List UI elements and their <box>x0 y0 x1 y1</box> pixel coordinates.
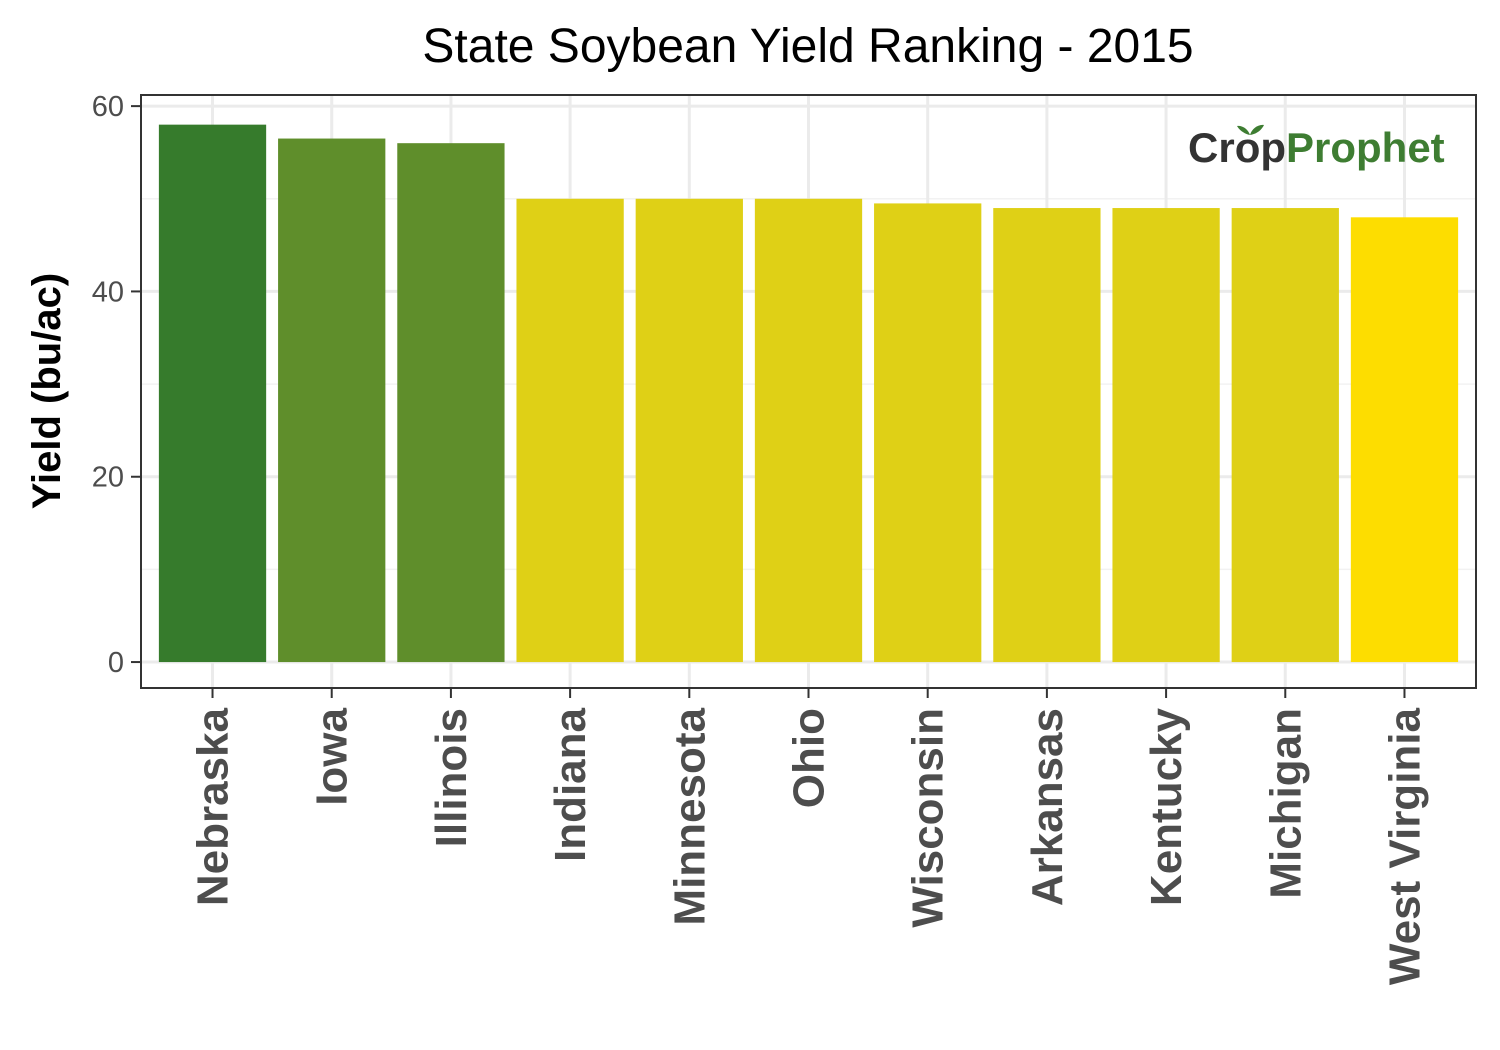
bar-michigan <box>1231 208 1339 663</box>
x-tick-label-indiana: Indiana <box>546 707 595 862</box>
x-tick-label-wisconsin: Wisconsin <box>904 708 953 928</box>
bar-illinois <box>397 143 505 663</box>
bar-minnesota <box>635 198 743 663</box>
chart-title: State Soybean Yield Ranking - 2015 <box>422 20 1193 73</box>
y-tick-label: 40 <box>92 276 124 308</box>
bar-wisconsin <box>874 203 982 663</box>
x-tick-label-west-virginia: West Virginia <box>1380 707 1429 985</box>
x-tick-label-kentucky: Kentucky <box>1142 707 1191 906</box>
y-axis: 0 20 40 60 <box>92 91 141 679</box>
x-tick-label-nebraska: Nebraska <box>189 707 238 906</box>
bar-iowa <box>278 138 386 663</box>
bar-indiana <box>516 198 624 663</box>
x-tick-label-michigan: Michigan <box>1261 708 1310 899</box>
x-tick-label-iowa: Iowa <box>308 707 357 805</box>
sprout-icon <box>1237 124 1264 135</box>
x-tick-label-arkansas: Arkansas <box>1023 708 1072 906</box>
svg-text:CropProphet: CropProphet <box>1188 124 1445 171</box>
y-tick-label: 60 <box>92 91 124 123</box>
y-tick-label: 20 <box>92 462 124 494</box>
logo-text-crop-start: Cr <box>1188 124 1235 171</box>
x-tick-label-ohio: Ohio <box>785 708 834 808</box>
cropprophet-logo: CropProphet <box>1188 124 1445 171</box>
bar-kentucky <box>1112 208 1220 663</box>
y-axis-label: Yield (bu/ac) <box>25 273 69 509</box>
x-tick-label-minnesota: Minnesota <box>665 707 714 925</box>
logo-text-prophet: Prophet <box>1286 124 1445 171</box>
x-axis: Nebraska Iowa Illinois Indiana Minnesota Ohio… <box>189 688 1429 985</box>
bar-arkansas <box>993 208 1101 663</box>
bar-nebraska <box>158 124 267 663</box>
y-tick-label: 0 <box>108 647 124 679</box>
x-tick-label-illinois: Illinois <box>427 708 476 847</box>
logo-text-crop-end: p <box>1260 124 1286 171</box>
bars <box>158 124 1459 663</box>
bar-ohio <box>754 198 863 663</box>
bar-west-virginia <box>1350 217 1459 663</box>
